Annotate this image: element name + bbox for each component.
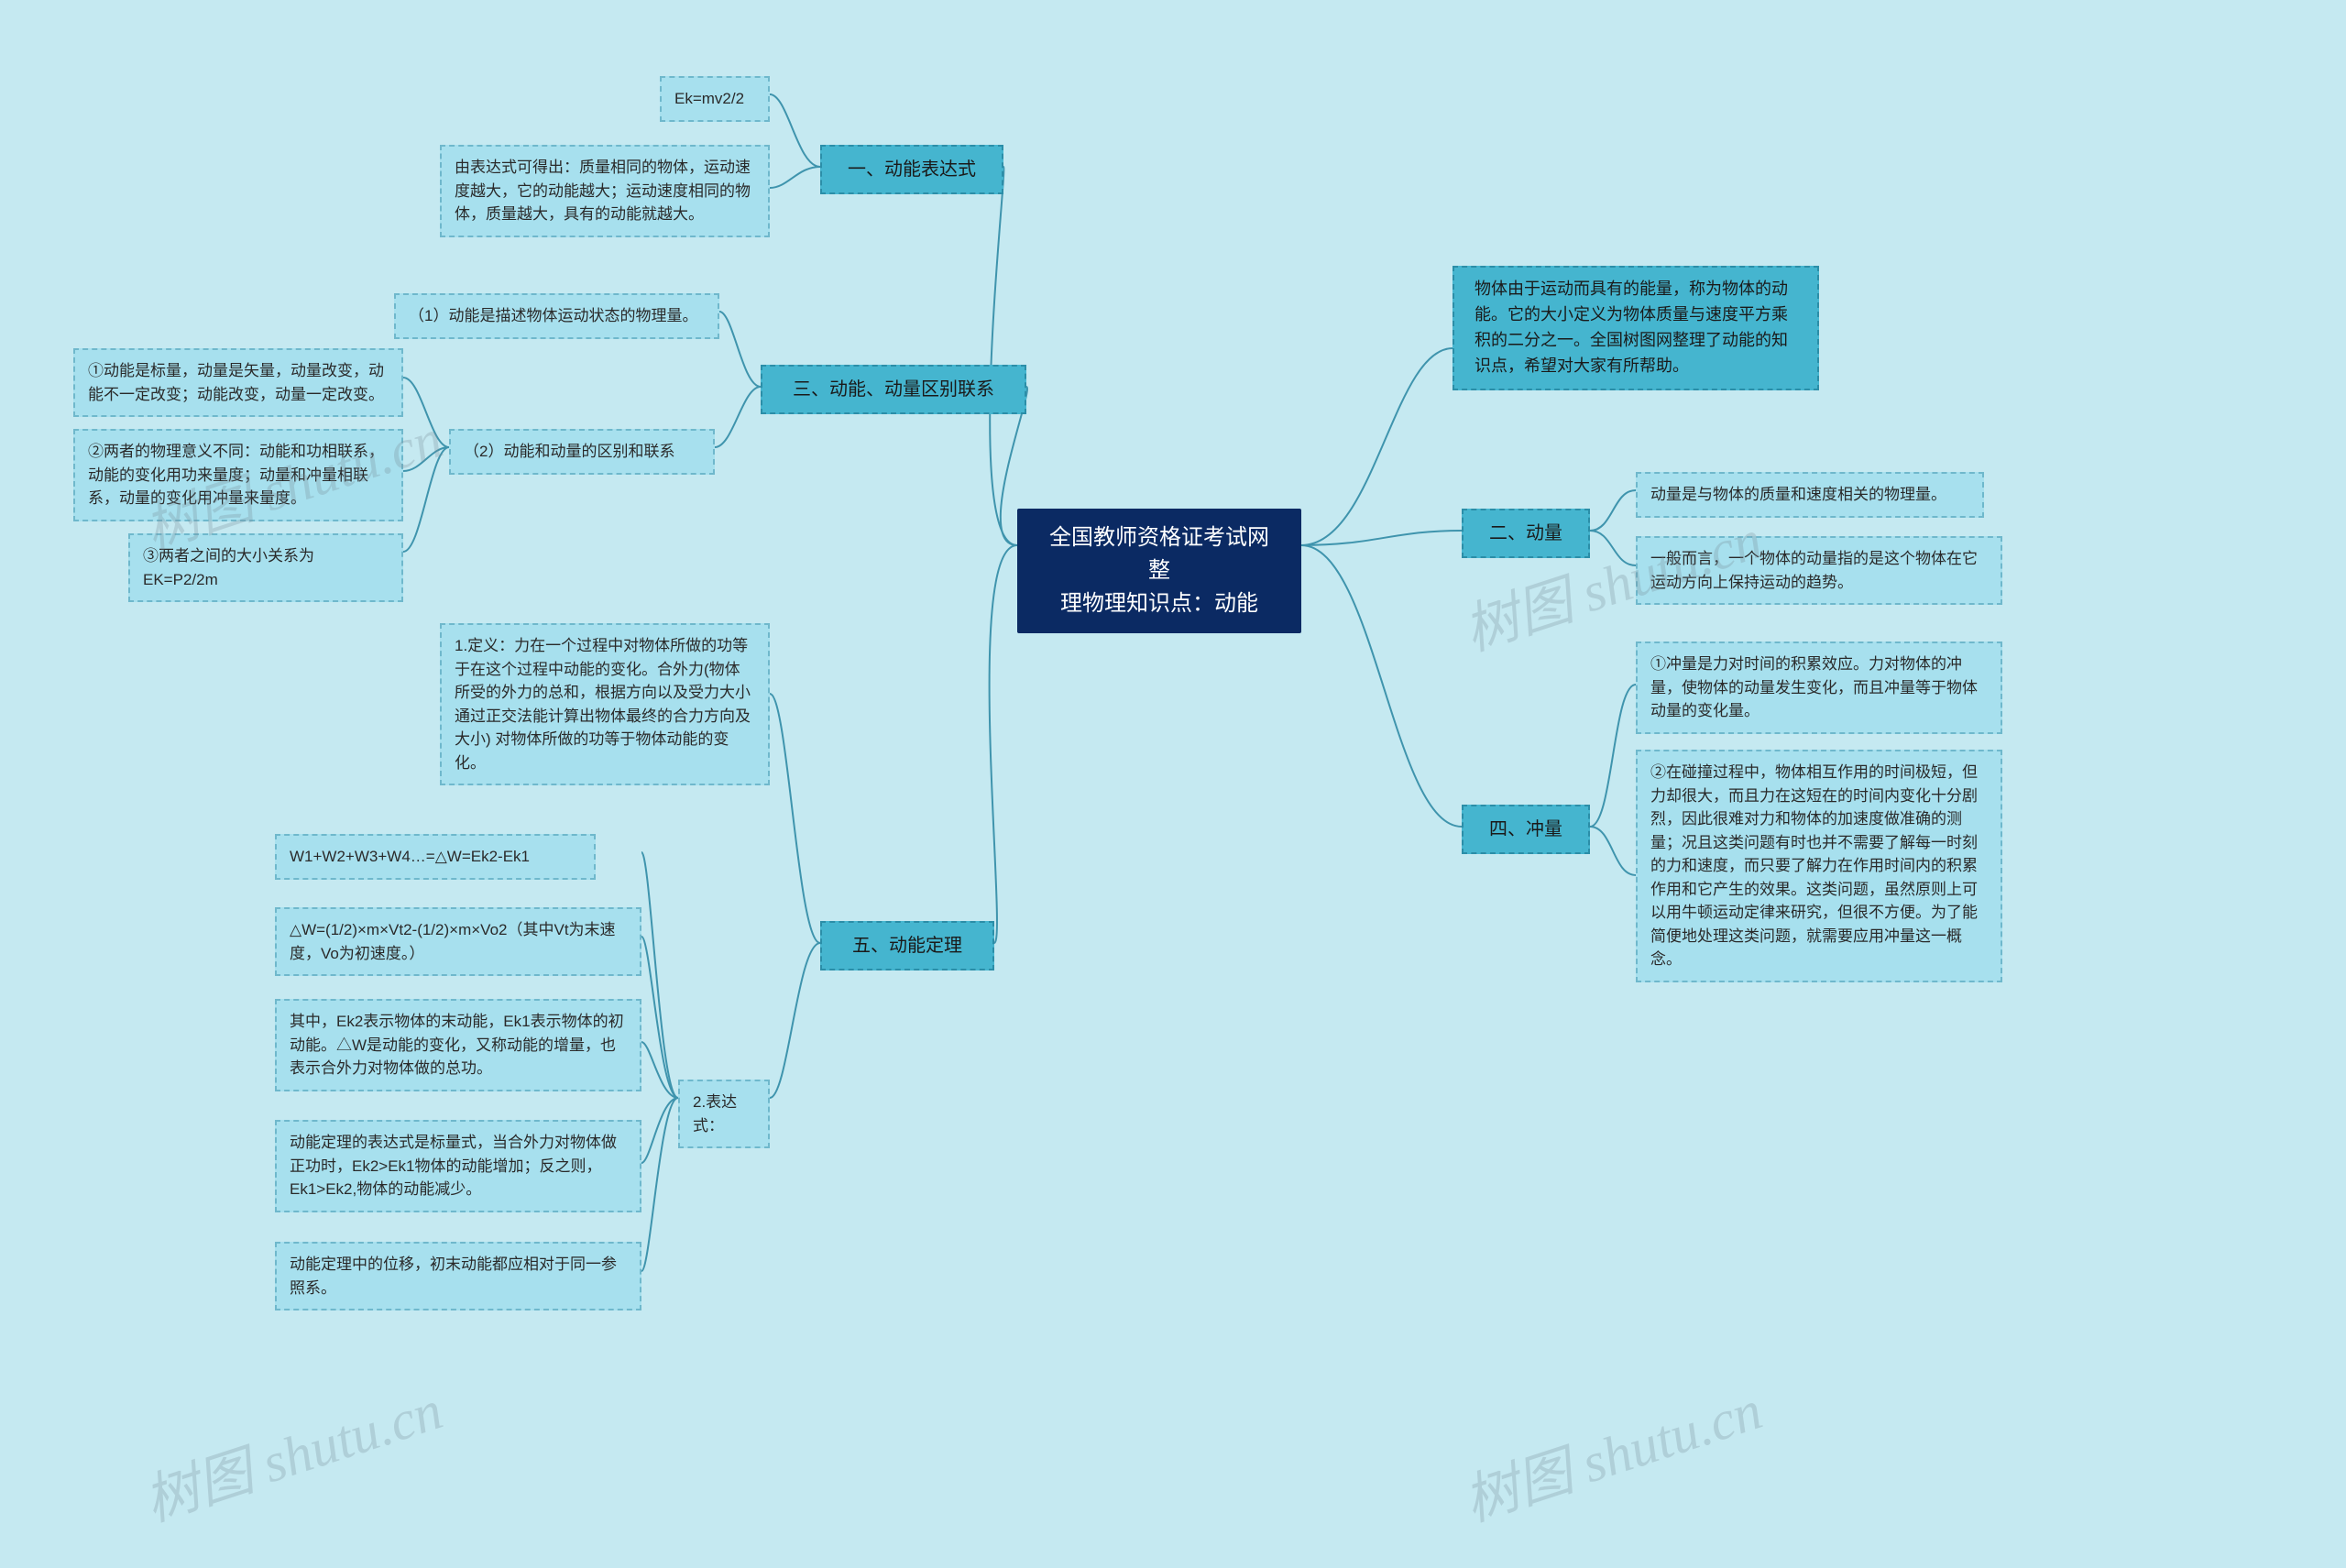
branch-3-leaf-1[interactable]: （2）动能和动量的区别和联系: [449, 429, 715, 475]
leaf-text: （2）动能和动量的区别和联系: [464, 443, 674, 460]
branch-5-sub-0[interactable]: W1+W2+W3+W4…=△W=Ek2-Ek1: [275, 834, 596, 880]
leaf-text: Ek=mv2/2: [674, 90, 744, 107]
branch-3-leaf-0[interactable]: （1）动能是描述物体运动状态的物理量。: [394, 293, 719, 339]
branch-4-leaf-0[interactable]: ①冲量是力对时间的积累效应。力对物体的冲量，使物体的动量发生变化，而且冲量等于物…: [1636, 641, 2002, 734]
branch-2[interactable]: 二、动量: [1462, 509, 1590, 558]
leaf-text: ②两者的物理意义不同：动能和功相联系，动能的变化用功来量度；动量和冲量相联系，动…: [88, 443, 384, 507]
branch-3-sub-1[interactable]: ②两者的物理意义不同：动能和功相联系，动能的变化用功来量度；动量和冲量相联系，动…: [73, 429, 403, 521]
leaf-text: 1.定义：力在一个过程中对物体所做的功等于在这个过程中动能的变化。合外力(物体所…: [455, 637, 751, 772]
leaf-text: ②在碰撞过程中，物体相互作用的时间极短，但力却很大，而且力在这短在的时间内变化十…: [1650, 763, 1978, 968]
leaf-text: 其中，Ek2表示物体的末动能，Ek1表示物体的初动能。△W是动能的变化，又称动能…: [290, 1013, 624, 1077]
leaf-text: 动能定理的表达式是标量式，当合外力对物体做正功时，Ek2>Ek1物体的动能增加；…: [290, 1134, 617, 1198]
branch-1-label: 一、动能表达式: [848, 159, 976, 180]
leaf-text: 一般而言，一个物体的动量指的是这个物体在它运动方向上保持运动的趋势。: [1650, 550, 1978, 591]
branch-4[interactable]: 四、冲量: [1462, 805, 1590, 854]
watermark: 树图 shutu.cn: [1453, 1365, 1770, 1537]
leaf-text: ①动能是标量，动量是矢量，动量改变，动能不一定改变；动能改变，动量一定改变。: [88, 362, 384, 403]
branch-5[interactable]: 五、动能定理: [820, 921, 994, 970]
branch-2-leaf-0[interactable]: 动量是与物体的质量和速度相关的物理量。: [1636, 472, 1984, 518]
branch-4-label: 四、冲量: [1489, 819, 1562, 839]
watermark: 树图 shutu.cn: [133, 1365, 451, 1537]
center-node[interactable]: 全国教师资格证考试网整理物理知识点：动能: [1017, 509, 1301, 633]
branch-5-sub-4[interactable]: 动能定理中的位移，初末动能都应相对于同一参照系。: [275, 1242, 641, 1310]
branch-2-label: 二、动量: [1489, 523, 1562, 543]
branch-1[interactable]: 一、动能表达式: [820, 145, 1003, 194]
intro-node[interactable]: 物体由于运动而具有的能量，称为物体的动能。它的大小定义为物体质量与速度平方乘积的…: [1453, 266, 1819, 390]
center-text: 全国教师资格证考试网整理物理知识点：动能: [1049, 525, 1269, 616]
leaf-text: 动量是与物体的质量和速度相关的物理量。: [1650, 486, 1946, 503]
branch-5-sub-1[interactable]: △W=(1/2)×m×Vt2-(1/2)×m×Vo2（其中Vt为末速度，Vo为初…: [275, 907, 641, 976]
branch-5-sub-2[interactable]: 其中，Ek2表示物体的末动能，Ek1表示物体的初动能。△W是动能的变化，又称动能…: [275, 999, 641, 1091]
leaf-text: （1）动能是描述物体运动状态的物理量。: [409, 307, 697, 324]
branch-1-leaf-0[interactable]: Ek=mv2/2: [660, 76, 770, 122]
leaf-text: ③两者之间的大小关系为EK=P2/2m: [143, 547, 314, 588]
branch-3[interactable]: 三、动能、动量区别联系: [761, 365, 1026, 414]
branch-3-sub-2[interactable]: ③两者之间的大小关系为EK=P2/2m: [128, 533, 403, 602]
leaf-text: 2.表达式：: [693, 1093, 737, 1135]
branch-5-sub-3[interactable]: 动能定理的表达式是标量式，当合外力对物体做正功时，Ek2>Ek1物体的动能增加；…: [275, 1120, 641, 1212]
branch-5-leaf-0[interactable]: 1.定义：力在一个过程中对物体所做的功等于在这个过程中动能的变化。合外力(物体所…: [440, 623, 770, 785]
branch-3-sub-0[interactable]: ①动能是标量，动量是矢量，动量改变，动能不一定改变；动能改变，动量一定改变。: [73, 348, 403, 417]
leaf-text: W1+W2+W3+W4…=△W=Ek2-Ek1: [290, 848, 530, 865]
branch-5-label: 五、动能定理: [852, 936, 962, 956]
branch-2-leaf-1[interactable]: 一般而言，一个物体的动量指的是这个物体在它运动方向上保持运动的趋势。: [1636, 536, 2002, 605]
leaf-text: ①冲量是力对时间的积累效应。力对物体的冲量，使物体的动量发生变化，而且冲量等于物…: [1650, 655, 1978, 719]
leaf-text: △W=(1/2)×m×Vt2-(1/2)×m×Vo2（其中Vt为末速度，Vo为初…: [290, 921, 616, 962]
branch-3-label: 三、动能、动量区别联系: [793, 379, 994, 400]
branch-4-leaf-1[interactable]: ②在碰撞过程中，物体相互作用的时间极短，但力却很大，而且力在这短在的时间内变化十…: [1636, 750, 2002, 982]
leaf-text: 由表达式可得出：质量相同的物体，运动速度越大，它的动能越大；运动速度相同的物体，…: [455, 159, 751, 223]
branch-5-leaf-1[interactable]: 2.表达式：: [678, 1080, 770, 1148]
intro-text: 物体由于运动而具有的能量，称为物体的动能。它的大小定义为物体质量与速度平方乘积的…: [1474, 280, 1788, 375]
leaf-text: 动能定理中的位移，初末动能都应相对于同一参照系。: [290, 1255, 617, 1297]
branch-1-leaf-1[interactable]: 由表达式可得出：质量相同的物体，运动速度越大，它的动能越大；运动速度相同的物体，…: [440, 145, 770, 237]
